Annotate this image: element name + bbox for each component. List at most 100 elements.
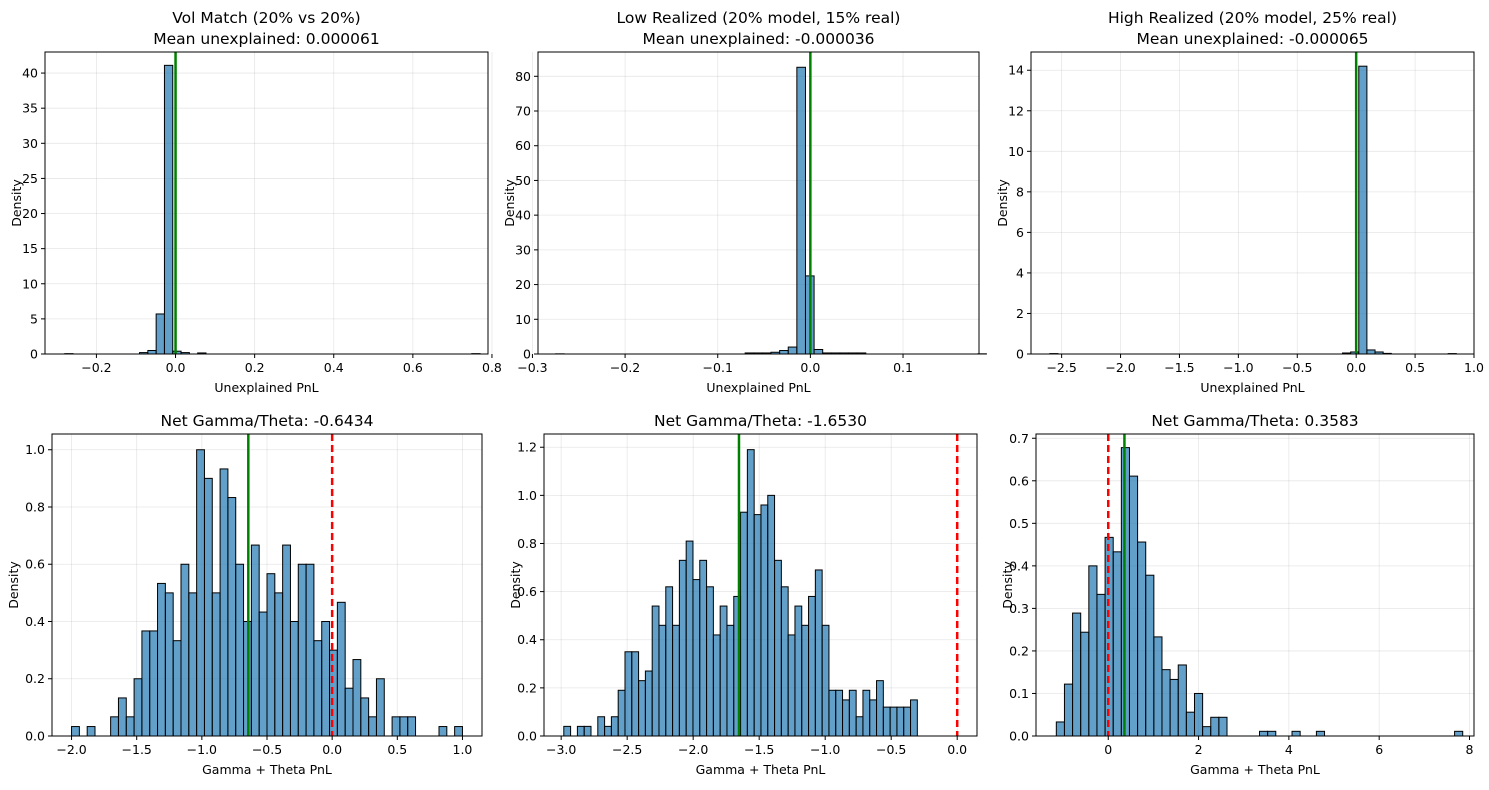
chart-title: Net Gamma/Theta: -0.6434 — [161, 412, 374, 430]
histogram-bar — [391, 716, 401, 737]
histogram-bar — [821, 624, 830, 737]
chart-title: Low Realized (20% model, 15% real) — [617, 9, 901, 27]
chart-title: High Realized (20% model, 25% real) — [1108, 9, 1397, 27]
histogram-bar — [282, 544, 291, 737]
histogram-bar — [814, 569, 823, 737]
x-tick-label: 0.4 — [324, 360, 344, 375]
y-tick-label: 40 — [515, 208, 531, 223]
histogram-bar — [610, 716, 619, 737]
x-axis-label: Gamma + Theta PnL — [696, 762, 826, 777]
histogram-bar — [869, 699, 878, 737]
y-tick-label: 0 — [30, 347, 38, 362]
histogram-bar — [672, 624, 680, 737]
chart-panel-3: −2.5 −2.0 −1.5 −1.0 −0.5 0.0 0.5 1.0 0 2 4 6 8 10 12 14… — [995, 9, 1484, 395]
histogram-bar — [889, 706, 898, 737]
y-tick-label: 4 — [1016, 265, 1024, 280]
x-tick-label: 0.0 — [1346, 360, 1366, 375]
x-tick-label: 0.0 — [800, 360, 820, 375]
x-tick-label: 0.8 — [482, 360, 502, 375]
y-tick-label: 60 — [515, 138, 531, 153]
histogram-bar — [1315, 730, 1326, 737]
histogram-bar — [644, 670, 653, 737]
x-tick-label: 0 — [1104, 742, 1112, 757]
histogram-bar — [1454, 730, 1464, 737]
histogram-bar — [1267, 730, 1277, 737]
chart-subtitle: Mean unexplained: -0.000065 — [1136, 30, 1368, 48]
y-axis-label: Density — [9, 179, 24, 227]
histogram-bar — [297, 563, 307, 737]
y-axis-label: Density — [6, 561, 21, 609]
histogram-bar — [1193, 692, 1204, 737]
histogram-bar — [604, 725, 612, 737]
y-tick-label: 0.0 — [517, 729, 537, 744]
histogram-bar — [753, 514, 762, 737]
plot-area-frame — [537, 51, 980, 355]
histogram-bar — [842, 699, 850, 737]
histogram-bar — [368, 716, 377, 737]
histogram-bar — [321, 620, 331, 737]
histogram-bar — [1169, 678, 1179, 737]
y-tick-label: 0.6 — [517, 584, 537, 599]
histogram-bar — [1096, 593, 1106, 737]
x-axis-label: Unexplained PnL — [706, 380, 810, 395]
x-tick-label: 6 — [1375, 742, 1383, 757]
histogram-bar — [375, 678, 385, 737]
histogram-bar — [399, 716, 409, 737]
histogram-bar — [110, 716, 119, 737]
x-tick-label: 0.0 — [166, 360, 186, 375]
y-tick-label: 50 — [515, 173, 531, 188]
histogram-bar — [203, 477, 213, 737]
x-tick-label: −0.5 — [1282, 360, 1312, 375]
x-tick-label: −0.1 — [703, 360, 733, 375]
histogram-bar — [86, 726, 96, 737]
histogram-bar — [407, 716, 417, 737]
y-tick-label: 0.2 — [517, 680, 537, 695]
histogram-bar — [1055, 721, 1065, 737]
histogram-bar — [180, 563, 190, 737]
x-tick-label: 1.0 — [453, 742, 473, 757]
y-tick-label: 35 — [22, 101, 38, 116]
histogram-bar — [266, 573, 276, 737]
x-tick-label: 0.2 — [245, 360, 265, 375]
histogram-bar — [163, 64, 174, 355]
histogram-bar — [903, 706, 912, 737]
x-tick-label: −2.0 — [678, 742, 708, 757]
x-tick-label: −0.3 — [517, 360, 547, 375]
y-axis-label: Density — [508, 561, 523, 609]
histogram-bar — [813, 348, 824, 355]
histogram-bar — [1153, 636, 1163, 737]
y-tick-label: 0 — [1016, 347, 1024, 362]
histogram-bar — [117, 697, 127, 737]
x-tick-label: −1.5 — [744, 742, 774, 757]
histogram-bar — [1128, 475, 1139, 737]
x-tick-label: −3.0 — [546, 742, 576, 757]
plot-area-frame — [44, 51, 489, 355]
y-tick-label: 0.8 — [517, 536, 537, 551]
plot-area-frame — [1030, 51, 1475, 355]
x-tick-label: 1.0 — [1464, 360, 1484, 375]
histogram-bar — [685, 540, 694, 737]
chart-panel-4: −2.0 −1.5 −1.0 −0.5 0.0 0.5 1.0 0.0 0.2 0.4 0.6 0.8… — [6, 412, 483, 777]
histogram-bar — [1291, 730, 1301, 737]
y-tick-label: 10 — [22, 276, 38, 291]
histogram-bar — [828, 689, 837, 737]
histogram-bar — [454, 726, 463, 737]
histogram-bar — [787, 346, 798, 355]
y-tick-label: 14 — [1008, 63, 1024, 78]
histogram-bar — [617, 689, 626, 737]
x-tick-label: −0.5 — [252, 742, 282, 757]
y-tick-label: 30 — [515, 242, 531, 257]
histogram-bar — [787, 634, 796, 737]
histogram-bar — [848, 689, 857, 737]
histogram-bar — [740, 511, 748, 737]
y-tick-label: 0.5 — [1009, 516, 1029, 531]
histogram-bar — [583, 725, 592, 737]
histogram-bar — [794, 605, 803, 737]
x-tick-label: 0.5 — [387, 742, 407, 757]
x-tick-label: −0.2 — [610, 360, 640, 375]
histogram-bar — [352, 659, 362, 737]
y-tick-label: 0.8 — [25, 499, 45, 514]
plot-area-frame — [543, 433, 978, 737]
chart-panel-2: −0.3 −0.2 −0.1 0.0 0.1 0 10 20 30 40 50 60 70 80 Unexp… — [502, 9, 987, 395]
